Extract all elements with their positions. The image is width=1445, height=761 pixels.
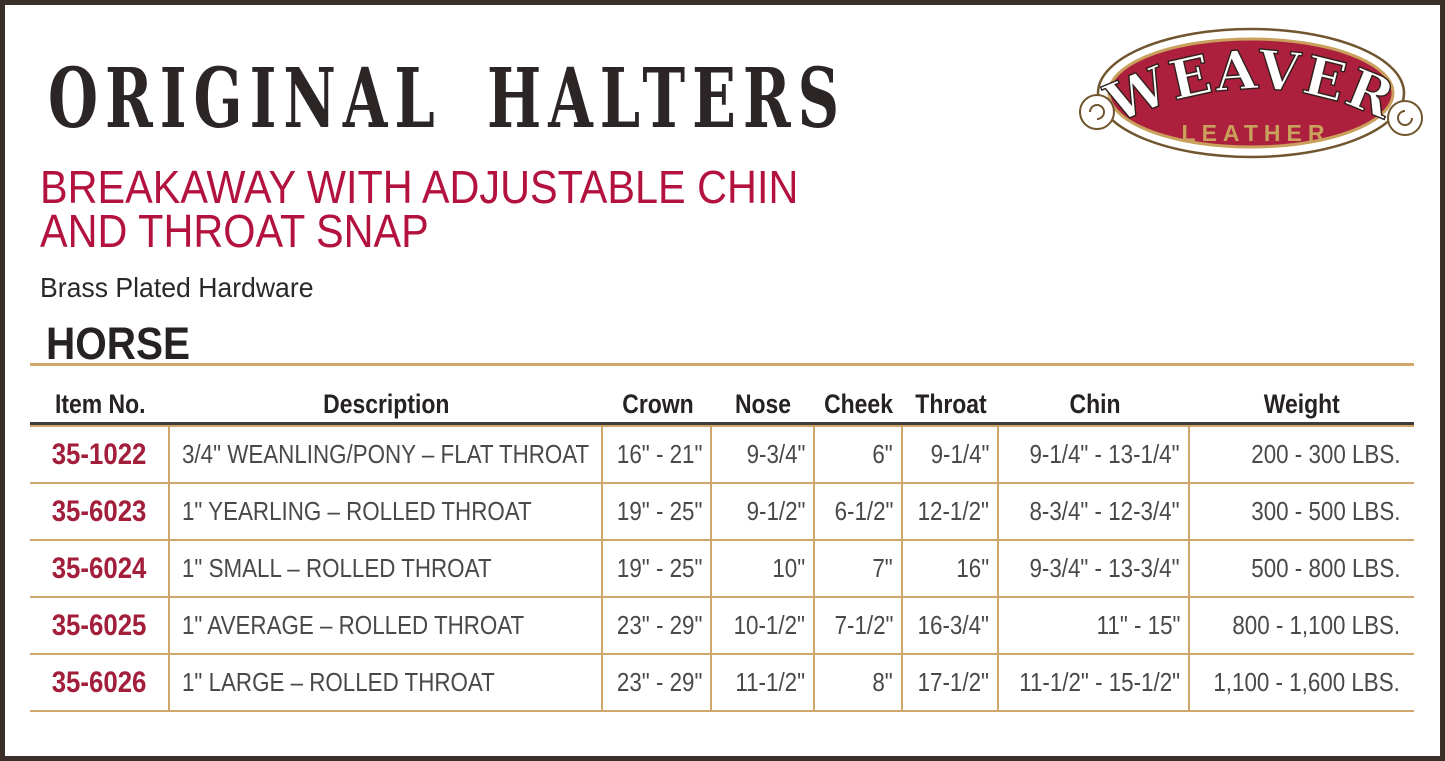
cell-throat: 9-1/4" (903, 427, 999, 484)
cell-description: 1" AVERAGE – ROLLED THROAT (170, 598, 603, 655)
cell-throat: 16" (903, 541, 999, 598)
header-cell-weight: Weight (1263, 388, 1341, 419)
subtitle-line-2: AND THROAT SNAP (40, 204, 429, 257)
cell-chin: 9-1/4" - 13-1/4" (999, 427, 1190, 484)
cell-chin: 9-3/4" - 13-3/4" (999, 541, 1190, 598)
header-cell-nose: Nose (735, 388, 792, 419)
cell-crown: 23" - 29" (603, 655, 712, 712)
header-cell-description: Description (323, 388, 450, 419)
cell-nose: 11-1/2" (712, 655, 815, 712)
cell-item-no: 35-6024 (30, 541, 170, 598)
cell-weight: 300 - 500 LBS. (1190, 484, 1414, 541)
spec-table-header: Item No. Description Crown Nose Cheek Th… (30, 386, 1414, 422)
cell-description: 1" SMALL – ROLLED THROAT (170, 541, 603, 598)
cell-chin: 11" - 15" (999, 598, 1190, 655)
subtitle-line-1: BREAKAWAY WITH ADJUSTABLE CHIN (40, 161, 799, 213)
logo-swirl-right-icon (1387, 100, 1423, 136)
cell-weight: 200 - 300 LBS. (1190, 427, 1414, 484)
cell-crown: 23" - 29" (603, 598, 712, 655)
cell-description: 1" LARGE – ROLLED THROAT (170, 655, 603, 712)
cell-nose: 10-1/2" (712, 598, 815, 655)
section-heading-horse: HORSE (46, 318, 191, 369)
header-cell-item-no: Item No. (54, 388, 146, 419)
cell-crown: 19" - 25" (603, 484, 712, 541)
cell-throat: 16-3/4" (903, 598, 999, 655)
header-rule (30, 422, 1414, 425)
cell-description: 1" YEARLING – ROLLED THROAT (170, 484, 603, 541)
page-subtitle: BREAKAWAY WITH ADJUSTABLE CHIN AND THROA… (40, 161, 799, 257)
cell-cheek: 6-1/2" (815, 484, 903, 541)
section-rule (30, 363, 1414, 366)
cell-cheek: 7-1/2" (815, 598, 903, 655)
logo-red-oval (1107, 37, 1395, 149)
cell-weight: 800 - 1,100 LBS. (1190, 598, 1414, 655)
cell-cheek: 7" (815, 541, 903, 598)
cell-weight: 500 - 800 LBS. (1190, 541, 1414, 598)
cell-nose: 10" (712, 541, 815, 598)
cell-cheek: 6" (815, 427, 903, 484)
spec-table-body: 35-1022 3/4" WEANLING/PONY – FLAT THROAT… (30, 425, 1414, 712)
cell-description: 3/4" WEANLING/PONY – FLAT THROAT (170, 427, 603, 484)
page-title: ORIGINAL HALTERS (48, 51, 847, 147)
cell-chin: 11-1/2" - 15-1/2" (999, 655, 1190, 712)
cell-throat: 17-1/2" (903, 655, 999, 712)
cell-throat: 12-1/2" (903, 484, 999, 541)
header-cell-throat: Throat (915, 388, 987, 419)
cell-nose: 9-1/2" (712, 484, 815, 541)
header-cell-chin: Chin (1069, 388, 1120, 419)
cell-cheek: 8" (815, 655, 903, 712)
logo-leather-text: LEATHER (1182, 120, 1331, 146)
cell-chin: 8-3/4" - 12-3/4" (999, 484, 1190, 541)
cell-crown: 16" - 21" (603, 427, 712, 484)
cell-item-no: 35-6025 (30, 598, 170, 655)
logo-swirl-left-icon (1079, 94, 1115, 130)
cell-item-no: 35-6026 (30, 655, 170, 712)
weaver-leather-logo: WEAVER LEATHER (1079, 27, 1423, 159)
cell-nose: 9-3/4" (712, 427, 815, 484)
cell-crown: 19" - 25" (603, 541, 712, 598)
cell-weight: 1,100 - 1,600 LBS. (1190, 655, 1414, 712)
header-cell-cheek: Cheek (824, 388, 894, 419)
header-cell-crown: Crown (621, 388, 694, 419)
cell-item-no: 35-1022 (30, 427, 170, 484)
hardware-note: Brass Plated Hardware (40, 272, 314, 303)
cell-item-no: 35-6023 (30, 484, 170, 541)
